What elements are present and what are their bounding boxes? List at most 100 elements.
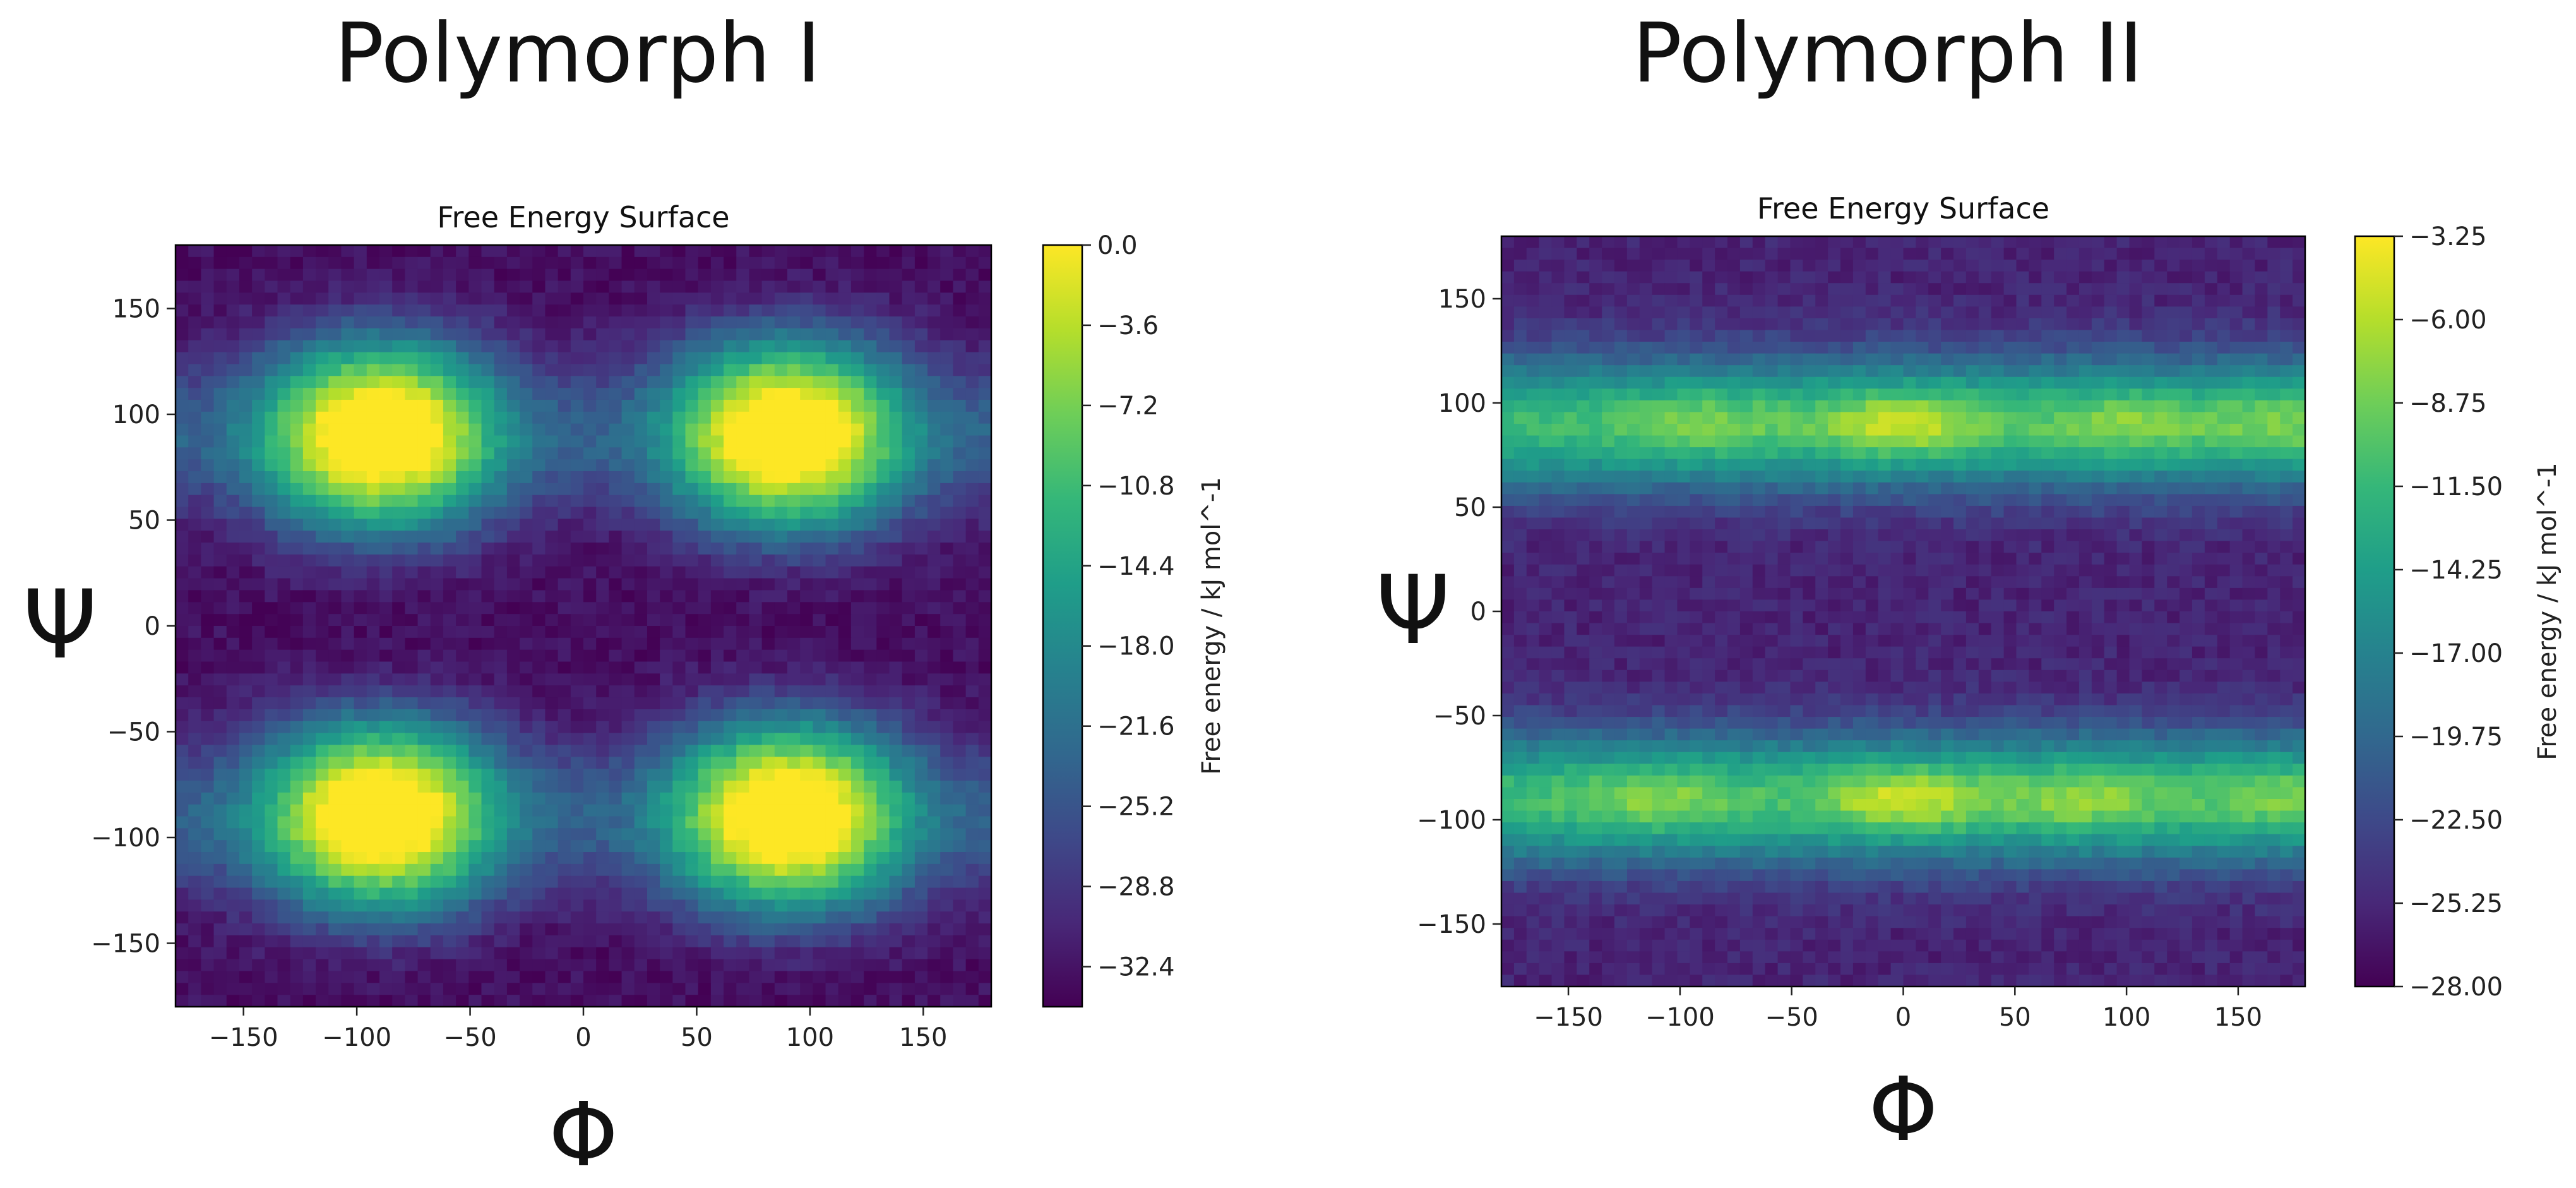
heatmap-cell — [1803, 271, 1816, 284]
heatmap-cell — [354, 697, 367, 710]
heatmap-cell — [379, 923, 393, 936]
heatmap-cell — [405, 804, 419, 817]
heatmap-cell — [213, 531, 227, 543]
heatmap-cell — [914, 995, 928, 1007]
heatmap-cell — [176, 304, 189, 317]
heatmap-cell — [2091, 365, 2105, 378]
heatmap-cell — [328, 411, 342, 424]
heatmap-cell — [366, 863, 380, 877]
heatmap-cell — [2242, 260, 2256, 272]
heatmap-cell — [2041, 283, 2054, 296]
heatmap-cell — [838, 959, 852, 972]
heatmap-cell — [1577, 376, 1590, 389]
heatmap-cell — [850, 828, 864, 841]
heatmap-cell — [316, 899, 329, 912]
heatmap-cell — [800, 899, 813, 912]
heatmap-cell — [354, 328, 367, 341]
heatmap-cell — [290, 376, 304, 388]
heatmap-cell — [2280, 342, 2293, 354]
heatmap-cell — [953, 340, 967, 353]
heatmap-cell — [647, 543, 660, 555]
heatmap-cell — [481, 376, 495, 388]
heatmap-cell — [889, 745, 903, 757]
heatmap-cell — [965, 256, 979, 270]
colorbar-tick-label: 0.0 — [1097, 231, 1138, 260]
heatmap-cell — [290, 637, 304, 651]
heatmap-cell — [813, 340, 826, 353]
heatmap-cell — [583, 852, 597, 865]
heatmap-cell — [201, 471, 215, 484]
heatmap-cell — [1526, 260, 1540, 272]
heatmap-cell — [213, 935, 227, 948]
heatmap-cell — [736, 519, 750, 531]
heatmap-cell — [2217, 236, 2231, 249]
heatmap-cell — [481, 435, 495, 448]
heatmap-cell — [621, 661, 635, 674]
heatmap-cell — [621, 626, 635, 639]
heatmap-cell — [1752, 376, 1766, 389]
heatmap-cell — [302, 673, 316, 686]
heatmap-cell — [2167, 283, 2180, 296]
heatmap-cell — [660, 661, 673, 674]
heatmap-cell — [392, 804, 405, 817]
heatmap-cell — [660, 721, 673, 734]
heatmap-cell — [405, 399, 419, 412]
heatmap-cell — [749, 947, 763, 960]
heatmap-cell — [787, 887, 801, 900]
heatmap-cell — [226, 280, 240, 293]
heatmap-cell — [558, 983, 571, 995]
heatmap-cell — [188, 578, 201, 591]
heatmap-cell — [341, 828, 355, 841]
heatmap-cell — [914, 352, 928, 365]
heatmap-cell — [940, 245, 954, 258]
heatmap-cell — [481, 304, 495, 317]
heatmap-cell — [430, 364, 444, 376]
heatmap-cell — [634, 697, 648, 710]
heatmap-cell — [953, 316, 967, 329]
heatmap-cell — [481, 364, 495, 376]
heatmap-cell — [1664, 318, 1678, 331]
heatmap-cell — [405, 614, 419, 627]
heatmap-cell — [213, 959, 227, 972]
heatmap-cell — [953, 911, 967, 924]
heatmap-cell — [392, 673, 405, 686]
heatmap-cell — [825, 531, 839, 543]
heatmap-cell — [354, 543, 367, 555]
heatmap-cell — [978, 507, 992, 519]
heatmap-cell — [978, 840, 992, 853]
heatmap-cell — [647, 328, 660, 341]
heatmap-cell — [328, 697, 342, 710]
heatmap-cell — [456, 590, 469, 603]
heatmap-cell — [1602, 248, 1615, 260]
heatmap-cell — [710, 733, 724, 746]
heatmap-cell — [927, 566, 941, 579]
heatmap-cell — [825, 780, 839, 793]
heatmap-cell — [2167, 236, 2180, 249]
heatmap-cell — [953, 804, 967, 817]
heatmap-cell — [634, 971, 648, 983]
heatmap-cell — [953, 685, 967, 698]
heatmap-cell — [277, 566, 291, 579]
heatmap-cell — [176, 423, 189, 436]
heatmap-cell — [965, 614, 979, 627]
heatmap-cell — [978, 268, 992, 282]
heatmap-cell — [290, 745, 304, 757]
heatmap-cell — [265, 899, 278, 912]
heatmap-cell — [366, 507, 380, 519]
heatmap-cell — [685, 661, 699, 674]
heatmap-cell — [417, 328, 431, 341]
heatmap-cell — [290, 626, 304, 639]
heatmap-cell — [825, 959, 839, 972]
heatmap-cell — [277, 423, 291, 436]
heatmap-cell — [226, 947, 240, 960]
heatmap-cell — [2041, 236, 2054, 249]
heatmap-cell — [570, 733, 584, 746]
heatmap-cell — [838, 578, 852, 591]
heatmap-cell — [621, 602, 635, 615]
heatmap-cell — [366, 828, 380, 841]
heatmap-cell — [213, 352, 227, 365]
heatmap-cell — [621, 447, 635, 460]
heatmap-cell — [761, 626, 775, 639]
heatmap-cell — [316, 388, 329, 400]
heatmap-cell — [1890, 376, 1904, 389]
